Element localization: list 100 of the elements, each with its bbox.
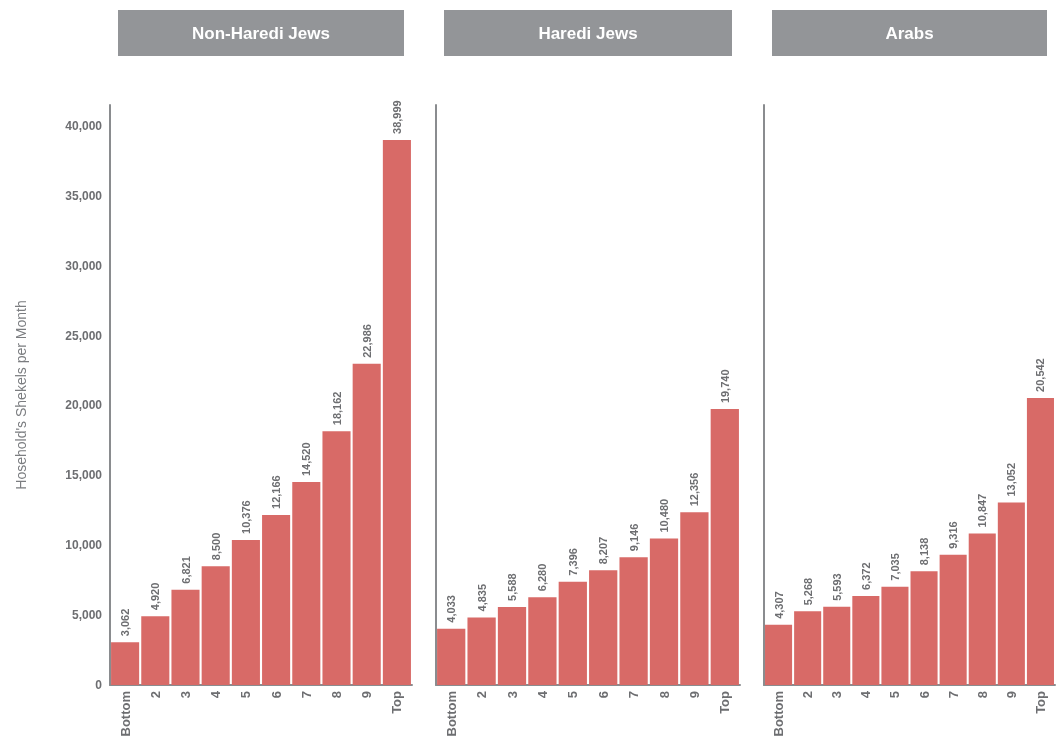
data-label: 13,052 — [1005, 462, 1018, 497]
data-label: 19,740 — [718, 369, 731, 404]
data-label: 18,162 — [330, 391, 343, 426]
bar — [171, 589, 200, 685]
data-label: 4,835 — [475, 583, 488, 612]
y-tick-label: 10,000 — [65, 538, 103, 553]
bar — [558, 581, 587, 685]
bar — [939, 554, 967, 685]
x-tick-label: 9 — [1003, 691, 1019, 699]
x-tick-label: 2 — [800, 691, 816, 699]
bar — [823, 606, 851, 685]
chart-title: Non-Haredi Jews — [192, 23, 330, 43]
x-tick-label: Bottom — [771, 691, 787, 737]
bar — [910, 571, 938, 685]
x-tick-label: Bottom — [443, 691, 459, 737]
chart-title: Haredi Jews — [538, 23, 638, 43]
bar — [382, 139, 411, 685]
x-tick-label: Top — [389, 690, 405, 714]
data-label: 12,166 — [270, 475, 283, 509]
x-tick-label: 5 — [565, 691, 581, 699]
data-label: 22,986 — [360, 324, 373, 358]
data-label: 5,588 — [506, 573, 518, 601]
x-tick-label: 4 — [858, 690, 874, 699]
data-label: 10,480 — [658, 498, 670, 533]
x-tick-label: 2 — [147, 691, 163, 699]
data-label: 7,396 — [566, 548, 579, 576]
bar — [111, 642, 140, 685]
x-tick-label: Top — [717, 690, 733, 714]
data-label: 10,376 — [239, 500, 252, 534]
data-label: 10,847 — [976, 493, 989, 528]
bar — [467, 617, 496, 685]
x-tick-label: 2 — [474, 691, 490, 699]
data-label: 6,372 — [859, 562, 872, 590]
bar — [589, 570, 618, 685]
bar — [262, 514, 291, 685]
x-tick-label: 5 — [238, 691, 254, 699]
data-label: 4,920 — [149, 582, 162, 611]
bar — [141, 616, 170, 685]
x-tick-label: 7 — [945, 691, 961, 699]
x-tick-label: 3 — [829, 691, 845, 699]
bar — [852, 595, 880, 685]
x-tick-label: 6 — [595, 691, 611, 699]
x-tick-label: 6 — [916, 691, 932, 699]
data-label: 9,146 — [627, 523, 640, 552]
chart-title: Arabs — [885, 23, 934, 43]
x-tick-label: 8 — [656, 691, 672, 699]
data-label: 4,307 — [772, 591, 785, 619]
y-tick-label: 35,000 — [65, 188, 103, 203]
data-label: 38,999 — [390, 100, 403, 134]
bar — [765, 624, 793, 685]
y-tick-label: 40,000 — [65, 118, 103, 133]
y-axis-title: Hosehold's Shekels per Month — [13, 300, 29, 490]
x-tick-label: 7 — [626, 691, 642, 699]
x-tick-label: Bottom — [117, 691, 133, 737]
y-tick-label: 15,000 — [65, 468, 103, 483]
y-tick-label: 5,000 — [71, 608, 103, 623]
x-tick-label: 4 — [208, 690, 224, 699]
bar — [710, 409, 739, 685]
x-tick-label: 4 — [534, 690, 550, 699]
x-tick-label: 6 — [268, 691, 284, 699]
data-label: 8,500 — [209, 532, 222, 561]
bar — [680, 512, 709, 685]
bar — [292, 482, 321, 685]
bar — [201, 566, 230, 685]
data-label: 20,542 — [1034, 358, 1047, 392]
bar — [794, 611, 822, 685]
x-tick-label: 3 — [504, 691, 520, 699]
y-tick-label: 0 — [95, 678, 103, 692]
y-tick-label: 25,000 — [65, 328, 103, 343]
data-label: 7,035 — [888, 553, 901, 581]
bar — [528, 597, 557, 685]
x-tick-label: Top — [1032, 690, 1048, 714]
x-tick-label: 9 — [359, 691, 375, 699]
bar — [322, 431, 351, 685]
y-tick-label: 30,000 — [65, 258, 103, 273]
data-label: 8,207 — [597, 536, 610, 565]
y-tick-label: 20,000 — [65, 398, 103, 413]
x-tick-label: 3 — [178, 691, 193, 699]
x-tick-label: 8 — [974, 691, 990, 699]
bar — [497, 606, 527, 685]
data-label: 6,280 — [536, 563, 549, 592]
x-tick-label: 8 — [329, 691, 344, 699]
bar — [997, 502, 1025, 685]
bar — [649, 538, 679, 685]
bar — [437, 628, 466, 685]
bar — [1026, 397, 1054, 685]
data-label: 12,356 — [688, 472, 701, 507]
data-label: 5,268 — [801, 577, 814, 606]
bar — [619, 557, 648, 685]
x-tick-label: 9 — [686, 691, 702, 699]
data-label: 8,138 — [918, 537, 931, 566]
x-tick-label: 7 — [298, 691, 314, 699]
data-label: 6,821 — [179, 556, 192, 584]
data-label: 9,316 — [947, 521, 960, 549]
bar — [352, 363, 381, 685]
bar — [881, 586, 909, 685]
x-tick-label: 5 — [887, 691, 903, 699]
bar — [968, 533, 996, 685]
data-label: 3,062 — [119, 608, 132, 637]
bar — [231, 539, 260, 685]
